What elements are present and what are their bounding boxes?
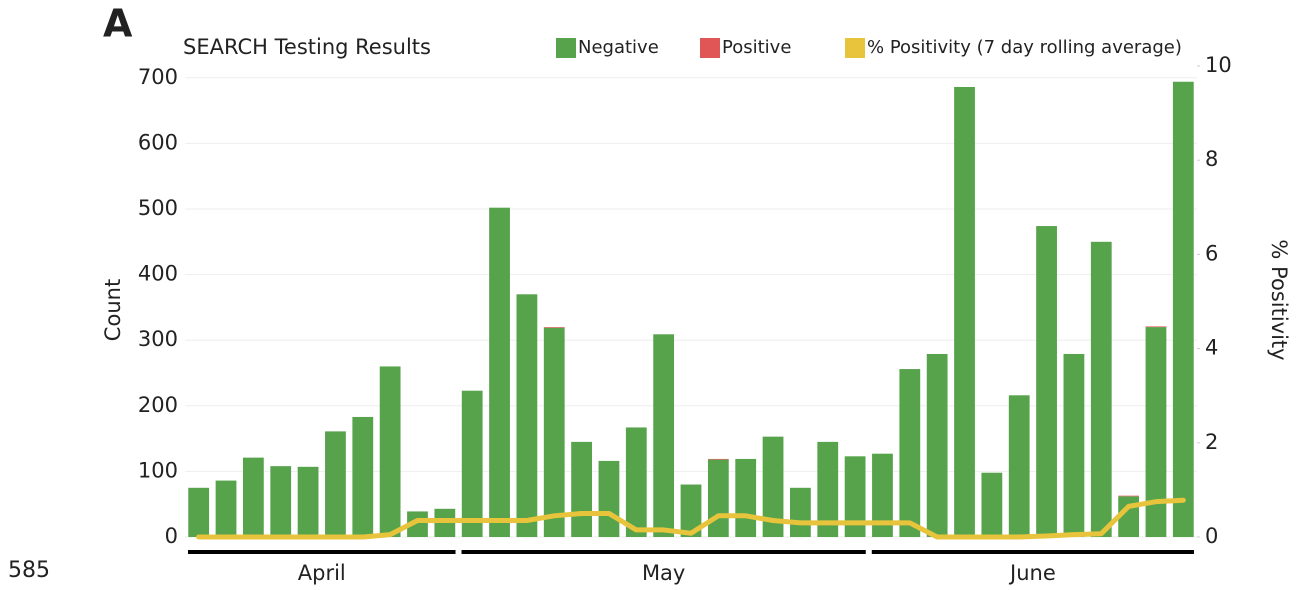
bar	[188, 487, 210, 537]
bar	[981, 472, 1003, 537]
panel-label: A	[103, 2, 133, 46]
bar	[790, 487, 811, 537]
y-tick-label: 700	[138, 65, 178, 89]
bar	[352, 416, 374, 537]
legend-label: Negative	[578, 37, 659, 58]
bar	[215, 480, 237, 537]
bar	[926, 353, 948, 537]
group-label: May	[642, 561, 685, 585]
bar	[270, 466, 292, 537]
bar	[297, 466, 319, 537]
legend-swatch	[700, 38, 720, 58]
group-label: June	[1008, 561, 1056, 585]
y2-tick-label: 10	[1205, 53, 1232, 77]
bar	[653, 334, 675, 537]
bar	[844, 456, 866, 537]
bar	[1008, 395, 1030, 537]
bar	[1036, 226, 1057, 537]
bar	[242, 457, 264, 537]
bar	[407, 511, 428, 537]
y-tick-label: 200	[138, 393, 178, 417]
legend-label: % Positivity (7 day rolling average)	[867, 37, 1182, 58]
bar	[707, 458, 729, 460]
y2-tick-label: 6	[1205, 241, 1218, 265]
bar	[762, 436, 784, 537]
bar	[1172, 81, 1194, 537]
bar	[817, 441, 839, 537]
bar	[489, 207, 510, 537]
bar	[379, 366, 401, 537]
bar	[1145, 327, 1167, 537]
legend-swatch	[845, 38, 865, 58]
chart-title: SEARCH Testing Results	[183, 35, 431, 59]
bar	[872, 453, 893, 537]
y2-tick-label: 2	[1205, 430, 1218, 454]
y-tick-label: 300	[138, 327, 178, 351]
bar	[680, 484, 702, 537]
legend-label: Positive	[722, 37, 791, 58]
bar	[461, 390, 483, 537]
bar	[571, 441, 592, 537]
bar	[543, 327, 565, 537]
bar	[1090, 241, 1112, 538]
y-tick-label: 500	[138, 196, 178, 220]
y-tick-label: 600	[138, 130, 178, 154]
bar	[543, 327, 565, 328]
y-tick-label: 100	[138, 458, 178, 482]
bar	[1063, 353, 1085, 537]
y-tick-label: 400	[138, 262, 178, 286]
y2-tick-label: 8	[1205, 147, 1218, 171]
annotation: 585	[8, 558, 50, 583]
bar	[899, 369, 921, 537]
bar	[707, 459, 729, 537]
bar	[625, 427, 647, 537]
bar	[325, 431, 346, 537]
y-axis-title: Count	[101, 279, 125, 341]
bar	[598, 460, 620, 537]
group-label: April	[298, 561, 346, 585]
bar	[516, 294, 538, 537]
bar	[735, 458, 757, 537]
y-tick-label: 0	[165, 524, 178, 548]
bar	[1118, 495, 1140, 497]
line	[196, 497, 1186, 540]
bar	[1145, 326, 1167, 328]
legend-swatch	[556, 38, 576, 58]
bar	[954, 86, 975, 538]
y2-axis-title: % Positivity	[1267, 239, 1291, 360]
y2-tick-label: 4	[1205, 336, 1218, 360]
y2-tick-label: 0	[1205, 524, 1218, 548]
